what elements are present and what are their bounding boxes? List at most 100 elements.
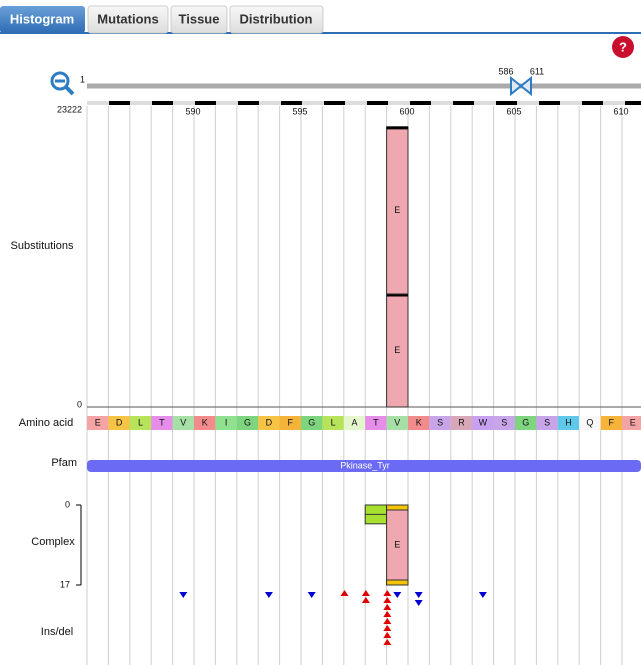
residue: E (95, 417, 101, 427)
tab-label[interactable]: Tissue (179, 11, 220, 26)
residue: S (501, 417, 507, 427)
tab[interactable] (229, 5, 324, 34)
residue-cell (301, 416, 323, 430)
deletion-stack (179, 592, 188, 598)
insertion-stack (383, 590, 392, 645)
zoom-out-icon[interactable] (50, 71, 75, 96)
tab[interactable] (87, 5, 169, 34)
residue: G (522, 417, 529, 427)
x-tick-label: 610 (613, 106, 628, 116)
residue: Q (586, 417, 593, 427)
x-tick-label: 600 (399, 106, 414, 116)
zoom-range-start: 586 (498, 66, 513, 76)
residue: S (437, 417, 443, 427)
residue: D (116, 417, 123, 427)
residue: F (609, 417, 615, 427)
x-tick-label: 605 (506, 106, 521, 116)
insertion-marker (383, 639, 392, 645)
residue: K (202, 417, 208, 427)
deletion-marker (179, 592, 188, 598)
residue: E (630, 417, 636, 427)
deletion-stack (264, 592, 273, 598)
help-button[interactable] (612, 36, 634, 58)
zoom-range-end: 611 (530, 66, 544, 76)
residue-cell (215, 416, 237, 430)
residue: T (373, 417, 379, 427)
deletion-marker (393, 592, 402, 598)
insertion-stack (340, 590, 349, 596)
insertion-marker (361, 590, 370, 596)
insertion-marker (383, 590, 392, 596)
substitutions-label: Substitutions (11, 240, 74, 252)
tracks: 0 23222 590 595 600 605 610 E E E D L T V K I G D F G L A T V K S… (57, 104, 641, 645)
residue: V (394, 417, 400, 427)
zoom-handle[interactable] (510, 75, 532, 97)
insertion-marker (361, 597, 370, 603)
tab-label[interactable]: Histogram (10, 11, 74, 26)
bar-cap (386, 504, 409, 511)
amino-acid-label: Amino acid (19, 417, 73, 429)
deletion-stack (393, 592, 402, 598)
residue-cell (194, 416, 216, 430)
residue-cell (408, 416, 430, 430)
insertion-marker (383, 597, 392, 603)
zoom-start-label: 1 (80, 74, 85, 84)
residue: V (180, 417, 186, 427)
deletion-stack (307, 592, 316, 598)
residue: W (479, 417, 488, 427)
residue: H (565, 417, 572, 427)
residue-cell (87, 416, 109, 430)
residue-cell (365, 416, 387, 430)
residue-cell (450, 416, 473, 430)
insertion-marker (383, 625, 392, 631)
help-label[interactable]: ? (619, 39, 627, 54)
residue-cell (236, 416, 259, 430)
insertion-stack (361, 590, 370, 603)
y-tick-label: 0 (65, 499, 70, 509)
x-tick-label: 595 (292, 106, 307, 116)
tab[interactable] (170, 5, 228, 34)
residue: T (159, 417, 165, 427)
insertion-marker (383, 632, 392, 638)
insertion-marker (383, 611, 392, 617)
residue-cell (579, 416, 601, 430)
residue: L (331, 417, 336, 427)
tab-label[interactable]: Distribution (240, 11, 313, 26)
residue-cell (386, 416, 408, 430)
residue-cell (108, 416, 130, 430)
insertion-marker (340, 590, 349, 596)
residue-cell (622, 416, 641, 430)
residue: R (458, 417, 465, 427)
residue-cell (515, 416, 537, 430)
y-tick-label: 0 (77, 399, 82, 409)
residue: G (308, 417, 315, 427)
residue-cell (279, 416, 301, 430)
y-tick-label: 23222 (57, 104, 82, 114)
residue-cell (600, 416, 622, 430)
tab-label[interactable]: Mutations (97, 11, 158, 26)
complex-label: Complex (31, 536, 75, 548)
deletion-stack (478, 592, 487, 598)
insertion-marker (383, 618, 392, 624)
bar-label: E (394, 205, 400, 215)
x-tick-label: 590 (185, 106, 200, 116)
deletion-marker (414, 592, 423, 598)
pfam-label: Pfam (51, 457, 77, 469)
insdel-label: Ins/del (41, 626, 73, 638)
residue: S (544, 417, 550, 427)
residue-cell (536, 416, 558, 430)
residue: D (266, 417, 273, 427)
bar-label: E (394, 539, 400, 549)
residue-cell (429, 416, 451, 430)
residue: I (225, 417, 228, 427)
deletion-marker (264, 592, 273, 598)
tab[interactable] (0, 6, 85, 33)
deletion-marker (478, 592, 487, 598)
residue: G (244, 417, 251, 427)
y-tick-label: 17 (60, 579, 70, 589)
deletion-stack (414, 592, 423, 606)
residue-cell (258, 416, 280, 430)
residue-cell (322, 416, 344, 430)
residue: F (288, 417, 294, 427)
insertion-marker (383, 604, 392, 610)
